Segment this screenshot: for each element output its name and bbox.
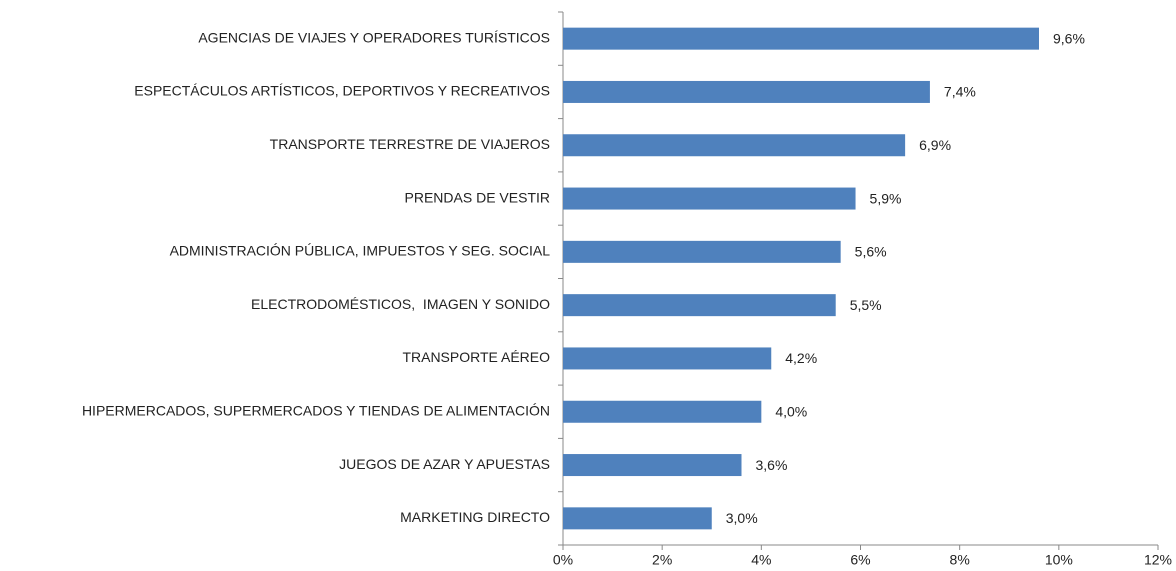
value-label: 5,5% — [850, 297, 882, 313]
category-label: ELECTRODOMÉSTICOS, IMAGEN Y SONIDO — [251, 296, 550, 312]
bar — [563, 454, 742, 477]
bar — [563, 294, 836, 317]
x-tick-label: 6% — [850, 552, 870, 568]
value-label: 4,0% — [775, 403, 807, 419]
category-label: TRANSPORTE AÉREO — [402, 349, 550, 365]
value-label: 5,6% — [855, 244, 887, 260]
bar — [563, 347, 772, 370]
bar — [563, 27, 1039, 50]
category-label: ESPECTÁCULOS ARTÍSTICOS, DEPORTIVOS Y RE… — [134, 83, 550, 99]
bar — [563, 80, 930, 103]
bar — [563, 240, 841, 263]
x-tick-label: 2% — [652, 552, 672, 568]
category-label: HIPERMERCADOS, SUPERMERCADOS Y TIENDAS D… — [82, 402, 550, 418]
value-label: 3,6% — [756, 457, 788, 473]
bar — [563, 507, 712, 530]
category-label: AGENCIAS DE VIAJES Y OPERADORES TURÍSTIC… — [198, 29, 550, 45]
category-label: JUEGOS DE AZAR Y APUESTAS — [339, 456, 550, 472]
value-label: 4,2% — [785, 350, 817, 366]
x-tick-label: 0% — [553, 552, 573, 568]
x-tick-label: 8% — [950, 552, 970, 568]
x-tick-label: 12% — [1144, 552, 1172, 568]
value-label: 3,0% — [726, 510, 758, 526]
bar — [563, 400, 762, 423]
category-label: ADMINISTRACIÓN PÚBLICA, IMPUESTOS Y SEG.… — [170, 243, 551, 259]
category-label: TRANSPORTE TERRESTRE DE VIAJEROS — [270, 136, 550, 152]
bar — [563, 134, 906, 157]
value-label: 7,4% — [944, 84, 976, 100]
category-label: PRENDAS DE VESTIR — [405, 189, 550, 205]
value-label: 5,9% — [870, 190, 902, 206]
value-label: 9,6% — [1053, 30, 1085, 46]
x-tick-label: 4% — [751, 552, 771, 568]
category-label: MARKETING DIRECTO — [400, 509, 550, 525]
bar — [563, 187, 856, 210]
value-label: 6,9% — [919, 137, 951, 153]
x-tick-label: 10% — [1045, 552, 1073, 568]
